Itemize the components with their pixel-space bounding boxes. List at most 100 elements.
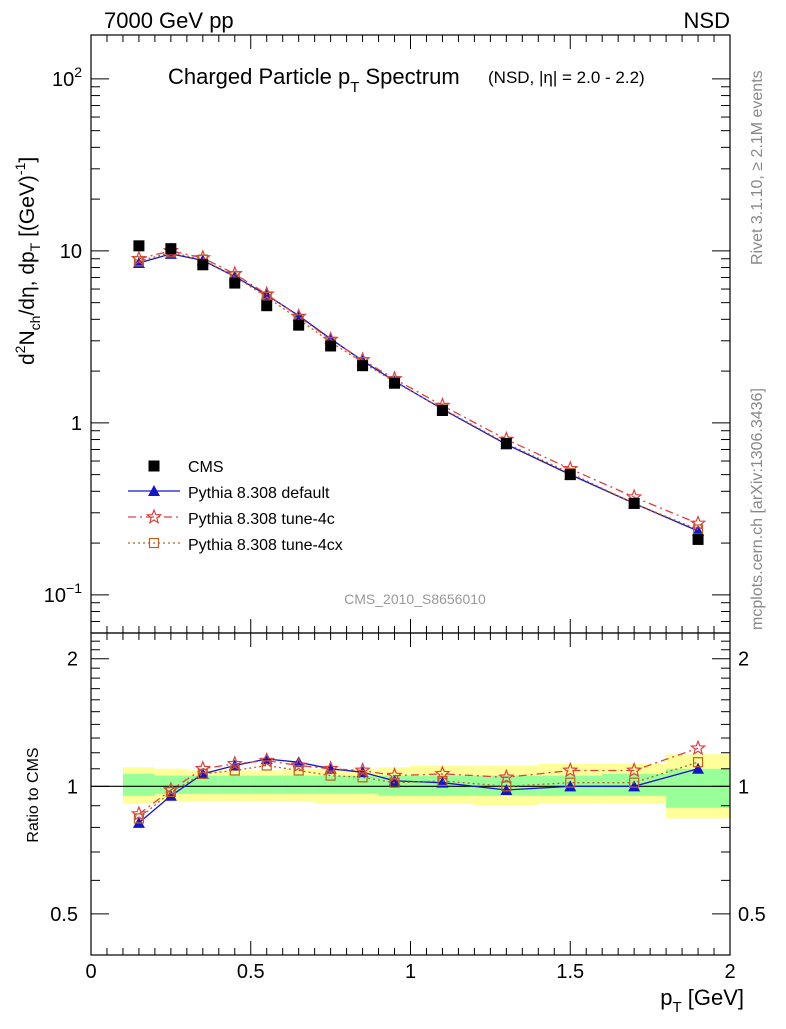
- main-y-tick-exp: 2: [74, 64, 82, 80]
- band-inner-bin: [154, 775, 187, 794]
- ratio-y-tick-label-right: 2: [738, 649, 749, 671]
- legend-label-t4cx: Pythia 8.308 tune-4cx: [188, 537, 343, 554]
- main-plot: [130, 240, 707, 545]
- x-tick-label: 2: [724, 961, 735, 983]
- ratio-point-def: [196, 767, 209, 779]
- main-y-tick-base: 10: [60, 241, 82, 263]
- ratio-point-t4c: [689, 739, 707, 756]
- ratio-point-t4c: [562, 761, 579, 778]
- ratio-point-t4cx: [629, 777, 640, 788]
- main-point-cms: [500, 437, 512, 449]
- main-point-def: [692, 525, 705, 537]
- main-y-tick-label: 102: [52, 64, 82, 91]
- ylabel-ch: ch: [27, 316, 43, 331]
- ratio-point-t4c: [258, 751, 276, 768]
- ylabel-unit: [(GeV): [16, 175, 39, 243]
- plot-title-small: (NSD, |η| = 2.0 - 2.2): [488, 68, 645, 87]
- main-point-cms: [692, 533, 704, 545]
- xlabel-unit: [GeV]: [682, 985, 744, 1010]
- ratio-point-def: [564, 780, 577, 792]
- side-mcplots: mcplots.cern.ch [arXiv:1306.3436]: [749, 388, 766, 630]
- band-inner-bin: [186, 775, 219, 794]
- main-point-t4c: [689, 514, 707, 531]
- header-left: 7000 GeV pp: [104, 8, 234, 33]
- ratio-plot: [130, 739, 707, 828]
- main-y-tick-base: 10: [52, 69, 74, 91]
- main-point-cms: [628, 497, 640, 509]
- ratio-y-tick-label-left: 1: [67, 776, 78, 798]
- plot-title-main: Charged Particle p: [168, 64, 350, 89]
- ratio-y-tick-label-right: 0.5: [738, 904, 766, 926]
- main-point-cms: [133, 240, 145, 252]
- ratio-point-t4c: [322, 760, 339, 776]
- band-inner-bin: [282, 775, 315, 794]
- plot-title-sub: T: [350, 79, 359, 96]
- legend-label-t4c: Pythia 8.308 tune-4c: [188, 511, 335, 528]
- ratio-point-t4c: [354, 761, 371, 778]
- main-line-t4c: [138, 250, 699, 525]
- ratio-point-t4c: [194, 760, 212, 776]
- main-y-tick-base: 10: [44, 585, 66, 607]
- ratio-y-tick-label-right: 1: [738, 776, 749, 798]
- ratio-point-t4cx: [437, 775, 448, 786]
- ratio-point-def: [628, 780, 641, 792]
- ratio-point-t4cx: [229, 765, 240, 776]
- ratio-point-t4cx: [692, 757, 704, 768]
- band-inner-bin: [314, 775, 347, 794]
- ratio-point-t4cx: [325, 770, 336, 781]
- ratio-point-t4c: [226, 755, 243, 771]
- legend-label-def: Pythia 8.308 default: [188, 485, 330, 502]
- ylabel-t: T: [27, 242, 43, 251]
- main-y-tick-label: 10−1: [44, 580, 82, 607]
- ylabel-sup2: 2: [12, 345, 28, 353]
- xlabel-p: p: [660, 985, 672, 1010]
- ylabel-mid: /dη, dp: [16, 251, 39, 315]
- main-point-cms: [165, 243, 177, 255]
- legend-marker-def: [148, 485, 160, 496]
- legend: CMS Pythia 8.308 default Pythia 8.308 tune…: [128, 459, 343, 554]
- x-tick-label: 1: [405, 961, 416, 983]
- analysis-watermark: CMS_2010_S8656010: [344, 591, 486, 607]
- ratio-line-t4c: [138, 747, 699, 815]
- legend-marker-t4cx: [148, 537, 160, 549]
- xlabel-t: T: [672, 999, 681, 1016]
- ratio-point-t4c: [130, 805, 148, 822]
- ratio-point-def: [500, 784, 513, 796]
- ratio-point-def: [164, 789, 177, 801]
- main-point-cms: [325, 340, 337, 352]
- ylabel-close: ]: [16, 157, 39, 163]
- main-frame: [90, 34, 731, 634]
- ratio-ylabel: Ratio to CMS: [25, 747, 42, 842]
- ratio-point-t4cx: [293, 765, 304, 776]
- main-point-cms: [389, 377, 401, 389]
- plot-title-tail: Spectrum: [359, 64, 459, 89]
- ratio-point-t4cx: [133, 813, 145, 824]
- main-y-tick-base: 1: [71, 413, 82, 435]
- ratio-point-t4cx: [165, 786, 176, 798]
- band-inner-bin: [122, 773, 155, 796]
- side-rivet: Rivet 3.1.10, ≥ 2.1M events: [749, 70, 766, 265]
- ylabel-minus1: -1: [12, 162, 28, 175]
- main-point-cms: [229, 277, 241, 289]
- ratio-point-t4cx: [389, 777, 400, 788]
- main-ylabel: d2Nch/dη, dpT [(GeV)-1]: [12, 157, 43, 365]
- x-tick-label: 0.5: [237, 961, 265, 983]
- main-point-cms: [293, 319, 305, 331]
- ylabel-n: N: [16, 330, 39, 345]
- ratio-point-t4cx: [357, 772, 368, 783]
- ratio-point-t4c: [625, 761, 643, 778]
- legend-marker-cms: [148, 460, 160, 472]
- ratio-point-def: [692, 762, 705, 774]
- ratio-point-def: [292, 756, 305, 768]
- ratio-point-t4cx: [565, 777, 576, 788]
- ratio-point-t4c: [290, 756, 307, 773]
- ratio-point-t4c: [498, 768, 515, 785]
- main-point-cms: [436, 405, 448, 417]
- main-y-tick-label: 1: [71, 413, 82, 435]
- xlabel: pT [GeV]: [660, 985, 744, 1016]
- x-tick-label: 1.5: [556, 961, 584, 983]
- legend-marker-t4c: [145, 508, 163, 525]
- plot-title: Charged Particle pT Spectrum: [168, 64, 460, 96]
